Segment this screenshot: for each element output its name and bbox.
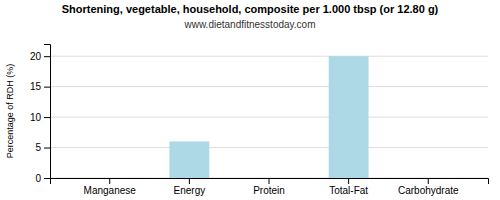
subtitle: www.dietandfitnesstoday.com — [184, 19, 316, 30]
x-tick-label: Protein — [253, 185, 285, 196]
grid-line — [50, 117, 488, 118]
y-axis-title: Percentage of RDH (%) — [5, 64, 15, 159]
x-axis: Manganese Energy Protein Total-Fat Carbohydr… — [51, 178, 489, 196]
grid-line — [50, 56, 488, 57]
x-tick-label: Carbohydrate — [398, 185, 459, 196]
y-tick-label: 15 — [30, 81, 42, 92]
y-tick-label: 10 — [30, 112, 42, 123]
y-axis-line — [44, 45, 51, 179]
title: Shortening, vegetable, household, compos… — [62, 3, 439, 15]
y-tick-mark — [44, 87, 50, 88]
chart: Shortening, vegetable, household, compos… — [0, 0, 500, 200]
y-tick-label: 5 — [35, 142, 41, 153]
x-tick: Protein — [253, 178, 285, 196]
y-tick-label: 0 — [35, 173, 41, 184]
bar — [90, 178, 130, 179]
y-tick: 5 — [35, 142, 50, 153]
x-tick-label: Manganese — [84, 185, 137, 196]
x-tick-mark — [109, 178, 110, 184]
x-axis-line — [51, 179, 489, 185]
y-tick-mark — [44, 56, 50, 57]
bar — [249, 178, 289, 179]
bars — [169, 56, 368, 178]
x-tick: Energy — [174, 178, 206, 196]
x-tick: Carbohydrate — [398, 178, 459, 196]
y-tick-label: 20 — [30, 51, 42, 62]
bar — [329, 56, 369, 178]
grid-line — [50, 86, 488, 87]
x-tick-label: Total-Fat — [329, 185, 368, 196]
bar — [408, 178, 448, 179]
y-tick: 15 — [30, 81, 50, 92]
grid — [50, 56, 488, 178]
x-tick-label: Energy — [174, 185, 206, 196]
y-axis: 0 5 10 15 20 — [30, 45, 51, 184]
bar — [169, 141, 209, 178]
y-tick-mark — [44, 178, 50, 179]
x-tick: Manganese — [84, 178, 137, 196]
x-tick-mark — [189, 178, 190, 184]
y-tick: 0 — [35, 173, 50, 184]
x-tick: Total-Fat — [329, 178, 368, 196]
x-tick-mark — [348, 178, 349, 184]
grid-line — [50, 147, 488, 148]
y-tick: 20 — [30, 51, 50, 62]
y-tick-mark — [44, 148, 50, 149]
y-tick: 10 — [30, 112, 50, 123]
plot: Manganese Energy Protein Total-Fat Carbohydr… — [30, 45, 489, 197]
x-tick-mark — [428, 178, 429, 184]
x-tick-mark — [269, 178, 270, 184]
y-tick-mark — [44, 117, 50, 118]
